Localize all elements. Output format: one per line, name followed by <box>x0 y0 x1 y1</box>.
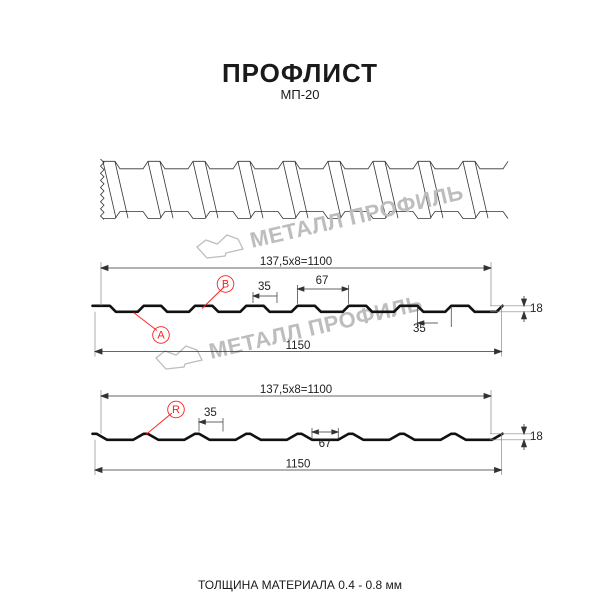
svg-text:35: 35 <box>204 407 217 419</box>
svg-text:1150: 1150 <box>286 459 311 471</box>
svg-text:18: 18 <box>530 431 543 443</box>
svg-text:67: 67 <box>319 438 332 450</box>
svg-text:R: R <box>172 404 180 416</box>
svg-text:137,5x8=1100: 137,5x8=1100 <box>260 384 332 396</box>
